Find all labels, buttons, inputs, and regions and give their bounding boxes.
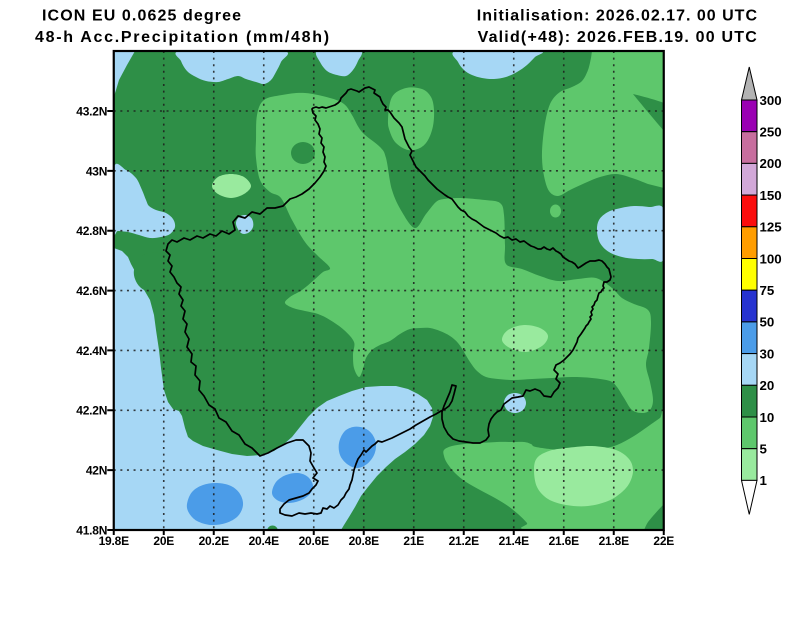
svg-text:20.4E: 20.4E — [249, 534, 280, 548]
svg-text:Initialisation: 2026.02.17. 00: Initialisation: 2026.02.17. 00 UTC — [477, 8, 758, 25]
svg-text:21E: 21E — [403, 534, 424, 548]
svg-text:20.2E: 20.2E — [199, 534, 230, 548]
svg-text:21.8E: 21.8E — [599, 534, 630, 548]
svg-text:50: 50 — [760, 315, 775, 330]
svg-text:43.2N: 43.2N — [76, 104, 107, 118]
svg-text:20.8E: 20.8E — [349, 534, 380, 548]
svg-text:125: 125 — [760, 220, 783, 235]
svg-text:200: 200 — [760, 156, 782, 171]
svg-text:Valid(+48): 2026.FEB.19. 00 UT: Valid(+48): 2026.FEB.19. 00 UTC — [478, 29, 758, 46]
svg-text:250: 250 — [760, 125, 782, 140]
svg-text:100: 100 — [760, 251, 782, 266]
svg-text:20: 20 — [760, 378, 775, 393]
svg-text:48-h Acc.Precipitation (mm/48h: 48-h Acc.Precipitation (mm/48h) — [35, 29, 331, 46]
svg-text:42.4N: 42.4N — [76, 344, 107, 358]
svg-text:19.8E: 19.8E — [99, 534, 130, 548]
svg-text:20E: 20E — [153, 534, 174, 548]
svg-text:42.2N: 42.2N — [76, 404, 107, 418]
svg-text:20.6E: 20.6E — [299, 534, 330, 548]
svg-text:5: 5 — [760, 442, 768, 457]
svg-text:21.4E: 21.4E — [499, 534, 530, 548]
svg-text:22E: 22E — [653, 534, 674, 548]
svg-text:21.6E: 21.6E — [549, 534, 580, 548]
svg-text:42.6N: 42.6N — [76, 284, 107, 298]
svg-text:41.8N: 41.8N — [76, 523, 107, 537]
svg-text:1: 1 — [760, 473, 768, 488]
svg-text:150: 150 — [760, 188, 782, 203]
svg-text:43N: 43N — [86, 164, 107, 178]
svg-text:42.8N: 42.8N — [76, 224, 107, 238]
svg-text:42N: 42N — [86, 464, 107, 478]
svg-text:21.2E: 21.2E — [449, 534, 480, 548]
svg-text:30: 30 — [760, 346, 775, 361]
svg-text:75: 75 — [760, 283, 775, 298]
svg-text:ICON EU 0.0625 degree: ICON EU 0.0625 degree — [42, 8, 242, 25]
svg-text:300: 300 — [760, 93, 782, 108]
svg-text:10: 10 — [760, 410, 775, 425]
